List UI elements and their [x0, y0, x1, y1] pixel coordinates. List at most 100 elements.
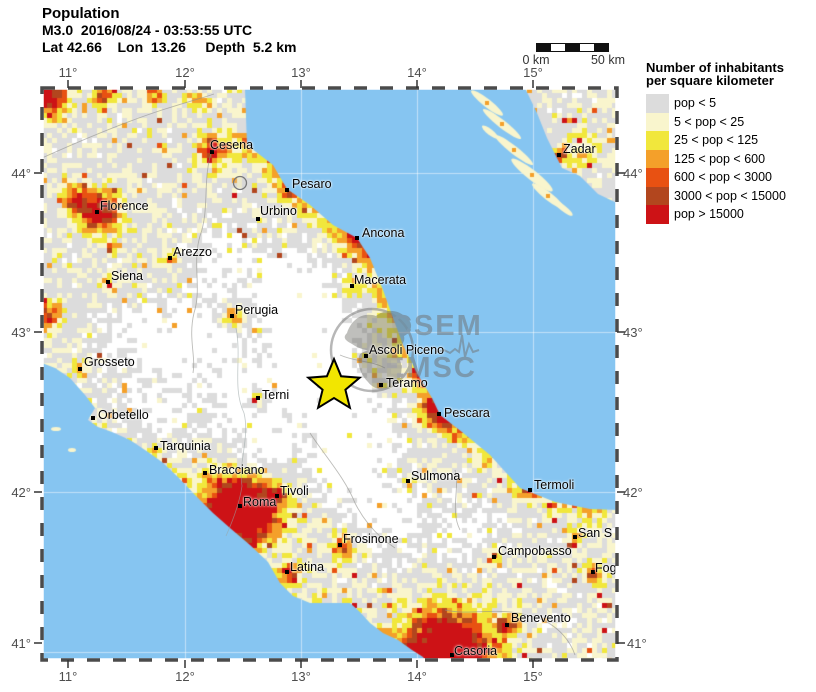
latitude-label: 43° [11, 325, 31, 340]
legend-color-swatch [646, 149, 669, 168]
city-dot [203, 471, 207, 475]
longitude-label: 12° [175, 669, 195, 684]
city-label: Casoria [454, 644, 498, 658]
page-title: Population [42, 5, 120, 22]
city-label: Bracciano [209, 463, 265, 477]
city-dot [106, 280, 110, 284]
city-dot [505, 623, 509, 627]
city-label: Roma [243, 495, 277, 509]
city-label: Pescara [444, 406, 490, 420]
longitude-label: 12° [175, 65, 195, 80]
city-label: Grosseto [84, 355, 135, 369]
city-label: Florence [100, 199, 149, 213]
city-label: Tivoli [280, 484, 309, 498]
city-dot [355, 236, 359, 240]
city-label: Macerata [354, 273, 407, 287]
longitude-label: 14° [407, 65, 427, 80]
city-dot [557, 153, 561, 157]
latitude-label: 41° [11, 636, 31, 651]
legend-color-swatch [646, 186, 669, 205]
longitude-label: 13° [291, 65, 311, 80]
legend-entry-label: pop > 15000 [674, 207, 744, 221]
legend-title-line2: per square kilometer [646, 72, 774, 88]
legend-entry: 25 < pop < 125 [646, 131, 814, 150]
city-dot [230, 314, 234, 318]
city-label: San S [578, 526, 613, 540]
legend-entry-label: 5 < pop < 25 [674, 114, 745, 129]
city-dot [285, 188, 289, 192]
city-dot [364, 354, 368, 358]
city-label: Tarquinia [160, 439, 211, 453]
city-dot [437, 412, 441, 416]
latitude-label: 43° [623, 325, 643, 340]
legend-entry-label: 600 < pop < 3000 [674, 170, 773, 184]
city-dot [406, 479, 410, 483]
latitude-label: 42° [11, 485, 31, 500]
city-dot [285, 570, 289, 574]
legend-entry-label: 3000 < pop < 15000 [674, 188, 786, 203]
city-label: Fog [595, 561, 617, 575]
event-header: Population M3.0 2016/08/24 - 03:53:55 UT… [42, 5, 296, 56]
population-map: CSEM EMSC Cesena Pesaro Urbino Florence [42, 88, 617, 660]
longitude-label: 11° [58, 669, 78, 684]
city-dot [95, 210, 99, 214]
city-label: Orbetello [98, 408, 149, 422]
city-label: Teramo [386, 376, 428, 390]
city-label: Zadar [563, 142, 596, 156]
legend-entry-label: 125 < pop < 600 [674, 151, 766, 166]
legend-entry: 125 < pop < 600 [646, 149, 814, 168]
legend-color-swatch [646, 131, 669, 150]
legend-entry: pop > 15000 [646, 205, 814, 224]
legend-entry: 5 < pop < 25 [646, 112, 814, 131]
longitude-label: 14° [407, 669, 427, 684]
legend-color-swatch [646, 112, 669, 131]
city-dot [154, 446, 158, 450]
city-dot [338, 543, 342, 547]
legend-title-line1: Number of inhabitants [646, 60, 784, 75]
city-label: Urbino [260, 204, 297, 218]
city-label: Perugia [235, 303, 279, 317]
city-label: Pesaro [292, 177, 332, 191]
city-label: Campobasso [498, 544, 572, 558]
longitude-label: 13° [291, 669, 311, 684]
scale-bar-graphic [536, 43, 609, 52]
city-dot [91, 416, 95, 420]
legend-entry: 600 < pop < 3000 [646, 168, 814, 187]
legend: Number of inhabitants per square kilomet… [646, 60, 814, 224]
city-dot [573, 535, 577, 539]
city-label: Latina [290, 560, 325, 574]
latitude-label: 44° [623, 166, 643, 181]
city-label: Ancona [362, 226, 405, 240]
city-dot [168, 256, 172, 260]
city-dot [528, 488, 532, 492]
city-dot [256, 396, 260, 400]
legend-entry: 3000 < pop < 15000 [646, 186, 814, 205]
event-magnitude-time: M3.0 2016/08/24 - 03:53:55 UTC [42, 22, 253, 38]
city-dot [238, 504, 242, 508]
legend-entry-label: 25 < pop < 125 [674, 133, 759, 147]
legend-color-swatch [646, 168, 669, 187]
city-label: Ascoli Piceno [369, 343, 445, 357]
city-label: Termoli [534, 478, 575, 492]
city-label: Benevento [511, 611, 571, 625]
city-label: Cesena [210, 138, 254, 152]
scale-bar-zero-label: 0 km [522, 53, 550, 67]
scale-bar: 0 km 50 km [520, 40, 650, 72]
city-dot [78, 367, 82, 371]
longitude-label: 15° [523, 669, 543, 684]
city-label: Frosinone [343, 532, 399, 546]
city-label: Terni [262, 388, 290, 402]
city-layer: Cesena Pesaro Urbino Florence Arezzo Sie… [42, 88, 617, 660]
legend-entries: pop < 5 5 < pop < 25 25 < pop < 125 125 … [646, 94, 814, 224]
latitude-label: 41° [627, 636, 647, 651]
city-dot [492, 555, 496, 559]
event-coordinates-depth: Lat 42.66 Lon 13.26 Depth 5.2 km [42, 39, 297, 55]
city-label: Sulmona [411, 469, 461, 483]
city-label: Arezzo [173, 245, 212, 259]
scale-bar-50km-label: 50 km [590, 53, 626, 67]
legend-entry: pop < 5 [646, 94, 814, 113]
legend-color-swatch [646, 94, 669, 113]
longitude-label: 11° [58, 65, 78, 80]
latitude-label: 44° [11, 166, 31, 181]
